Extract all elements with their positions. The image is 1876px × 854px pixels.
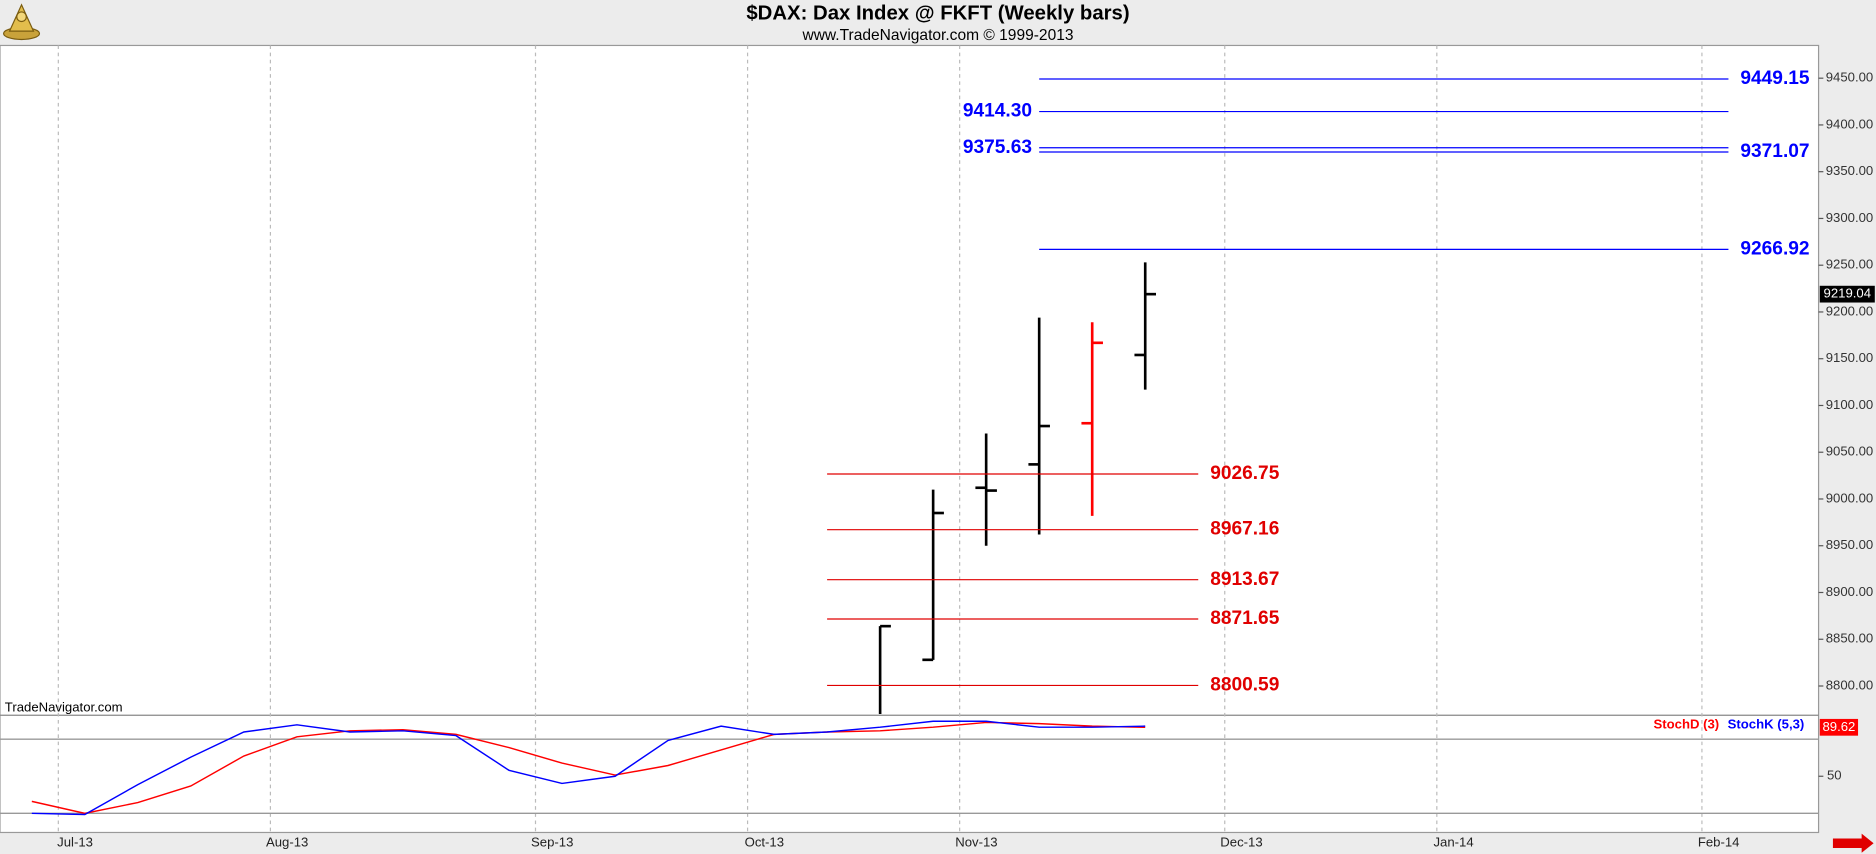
last-value-label: 89.62 — [1822, 719, 1855, 734]
y-tick-label: 9050.00 — [1826, 444, 1874, 459]
y-tick-label: 8850.00 — [1826, 631, 1874, 646]
x-tick-label: Feb-14 — [1698, 835, 1740, 850]
level-label: 8913.67 — [1210, 569, 1279, 590]
level-label: 8800.59 — [1210, 675, 1279, 696]
stoch-line — [31, 721, 1146, 815]
level-label: 9266.92 — [1740, 238, 1809, 259]
y-tick-label: 9350.00 — [1826, 163, 1874, 178]
last-value-box — [1819, 718, 1859, 736]
last-price-box — [1819, 285, 1875, 303]
chart-subtitle: www.TradeNavigator.com © 1999-2013 — [801, 27, 1073, 44]
chart-title: $DAX: Dax Index @ FKFT (Weekly bars) — [746, 3, 1129, 25]
x-tick-label: Jul-13 — [57, 835, 93, 850]
legend-entry: StochK (5,3) — [1728, 716, 1805, 731]
level-label: 8967.16 — [1210, 519, 1279, 540]
y-tick-label: 9150.00 — [1826, 350, 1874, 365]
y-tick-label: 9300.00 — [1826, 210, 1874, 225]
price-plot — [878, 262, 1156, 715]
y-tick-label: 50 — [1827, 768, 1842, 783]
legend-entry: StochD (3) — [1653, 716, 1719, 731]
stoch-line — [31, 720, 1146, 816]
level-label: 9414.30 — [963, 101, 1032, 122]
level-label: 9026.75 — [1210, 463, 1280, 484]
y-tick-label: 8900.00 — [1826, 584, 1874, 599]
y-tick-label: 8800.00 — [1826, 677, 1874, 692]
level-label: 9375.63 — [963, 137, 1032, 158]
watermark: TradeNavigator.com — [5, 700, 123, 715]
x-tick-label: Oct-13 — [745, 835, 784, 850]
y-tick-label: 9100.00 — [1826, 397, 1874, 412]
logo — [2, 3, 41, 41]
level-label: 9449.15 — [1740, 68, 1810, 89]
y-tick-label: 8950.00 — [1826, 537, 1874, 552]
x-tick-label: Jan-14 — [1433, 835, 1473, 850]
x-tick-label: Sep-13 — [531, 835, 573, 850]
level-label: 8871.65 — [1210, 608, 1280, 629]
scroll-arrow[interactable] — [1832, 833, 1874, 853]
y-tick-label: 9250.00 — [1826, 257, 1874, 272]
y-tick-label: 9000.00 — [1826, 490, 1874, 505]
y-tick-label: 9400.00 — [1826, 116, 1874, 131]
level-label: 9371.07 — [1740, 141, 1809, 162]
last-price-label: 9219.04 — [1824, 286, 1872, 301]
y-tick-label: 9450.00 — [1826, 70, 1874, 85]
x-tick-label: Dec-13 — [1220, 835, 1262, 850]
y-tick-label: 9200.00 — [1826, 303, 1874, 318]
x-tick-label: Aug-13 — [266, 835, 308, 850]
x-tick-label: Nov-13 — [955, 835, 997, 850]
plot-area — [0, 44, 1820, 834]
